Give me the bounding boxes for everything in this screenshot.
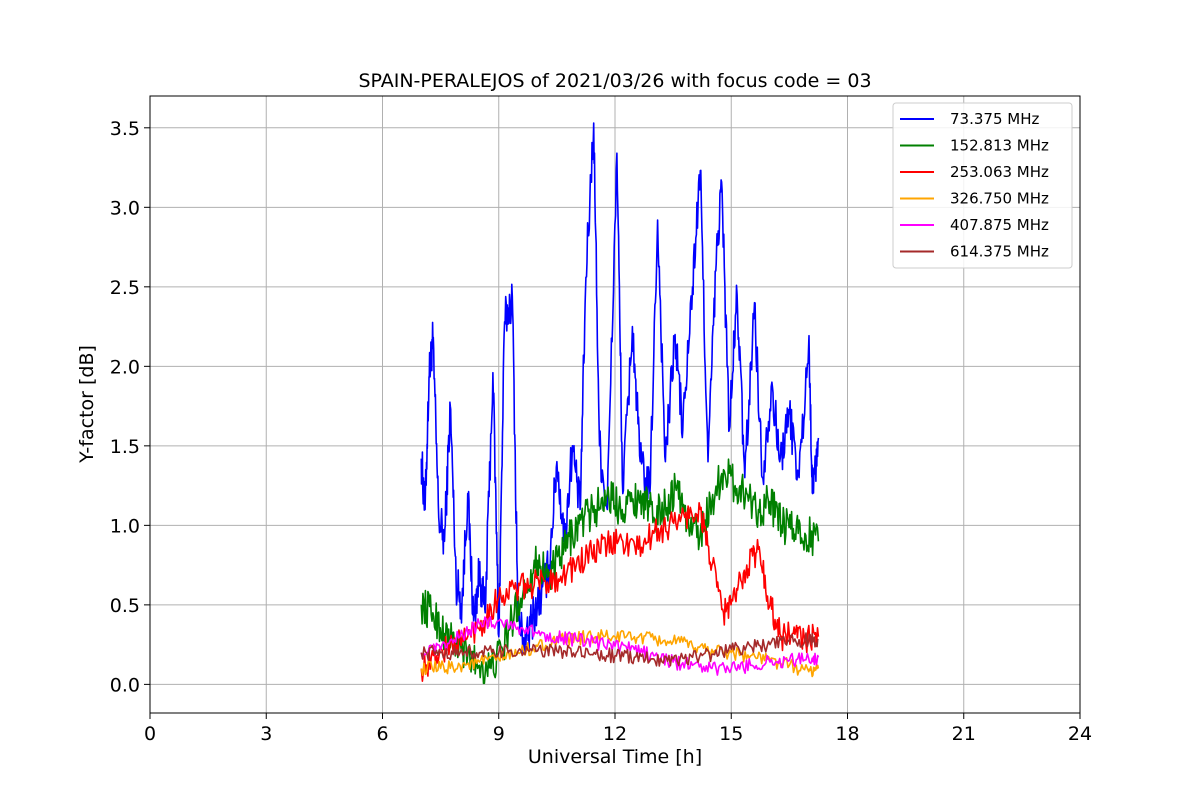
x-tick-label: 18: [835, 723, 859, 745]
x-tick-label: 24: [1068, 723, 1092, 745]
series-line-2: [420, 501, 820, 683]
x-tick-label: 6: [376, 723, 388, 745]
x-tick-label: 3: [260, 723, 272, 745]
y-tick-label: 1.5: [110, 436, 140, 458]
legend-entry-0: 73.375 MHz: [950, 110, 1039, 128]
x-tick-label: 15: [719, 723, 743, 745]
y-tick-label: 3.0: [110, 197, 140, 219]
y-tick-label: 2.0: [110, 356, 140, 378]
y-tick-label: 3.5: [110, 118, 140, 140]
y-tick-label: 1.0: [110, 515, 140, 537]
y-tick-label: 0.0: [110, 674, 140, 696]
series-line-4: [420, 616, 820, 676]
y-tick-label: 2.5: [110, 277, 140, 299]
y-axis-ticks: 0.0 0.5 1.0 1.5 2.0 2.5 3.0 3.5: [110, 118, 150, 696]
x-axis-ticks: 0 3 6 9 12 15 18 21 24: [144, 713, 1092, 745]
legend-box: [892, 102, 1073, 269]
x-tick-label: 0: [144, 723, 156, 745]
x-tick-label: 21: [952, 723, 976, 745]
series-layer: [420, 122, 820, 685]
series-line-1: [420, 458, 820, 685]
legend-entry-2: 253.063 MHz: [950, 163, 1049, 181]
x-axis-label: Universal Time [h]: [528, 746, 702, 768]
legend-entry-4: 407.875 MHz: [950, 216, 1049, 234]
series-line-3: [420, 629, 820, 678]
series-line-0: [420, 122, 820, 654]
legend-entry-1: 152.813 MHz: [950, 137, 1049, 155]
x-tick-label: 9: [493, 723, 505, 745]
chart-title: SPAIN-PERALEJOS of 2021/03/26 with focus…: [358, 70, 871, 92]
legend-entry-5: 614.375 MHz: [950, 243, 1049, 261]
legend-entry-3: 326.750 MHz: [950, 190, 1049, 208]
series-line-5: [420, 632, 819, 667]
legend: 73.375 MHz 152.813 MHz 253.063 MHz 326.750 …: [892, 102, 1073, 269]
y-tick-label: 0.5: [110, 595, 140, 617]
y-axis-label: Y-factor [dB]: [76, 345, 98, 464]
x-tick-label: 12: [603, 723, 627, 745]
